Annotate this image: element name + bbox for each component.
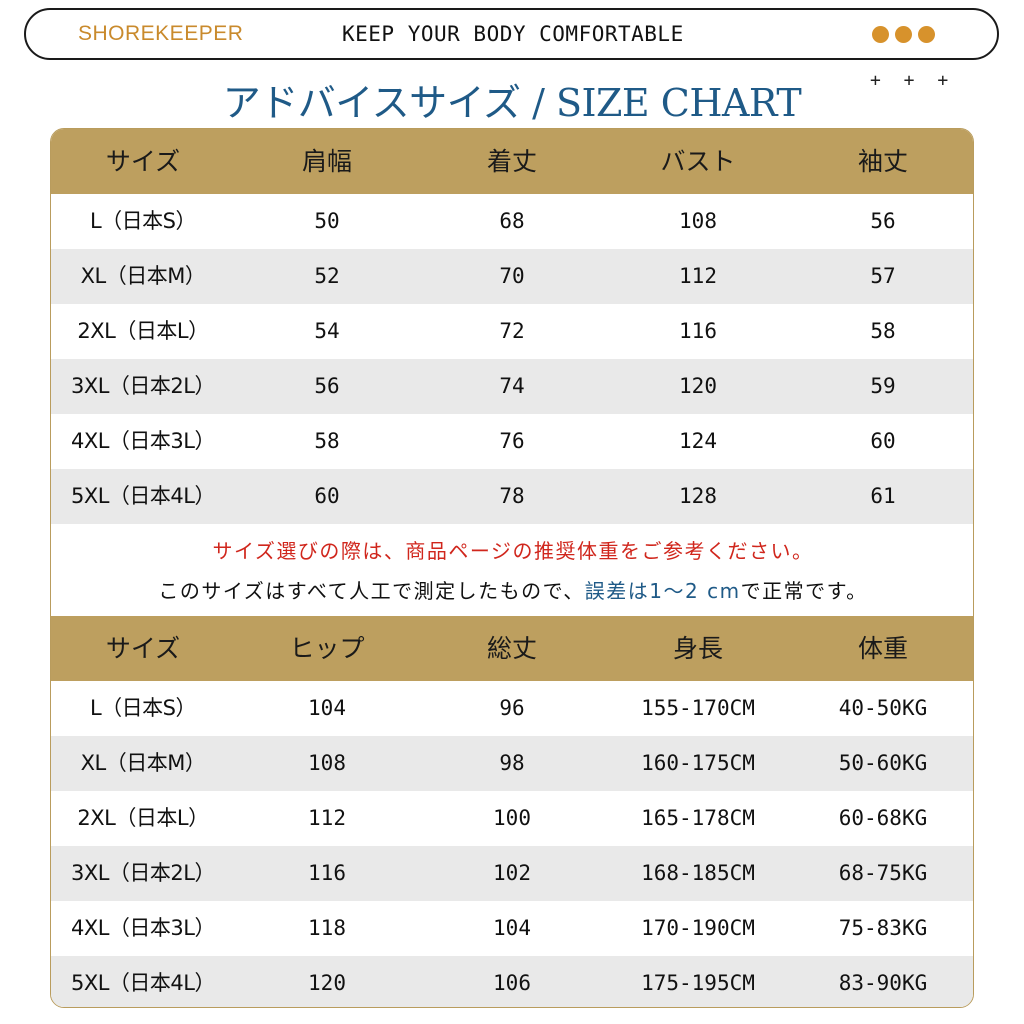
- value-cell: 76: [499, 429, 525, 453]
- column-header: 総丈: [486, 634, 537, 663]
- value-cell: 56: [314, 374, 340, 398]
- table-row: 4XL（日本3L） 118 104 170-190CM 75-83KG: [51, 901, 973, 956]
- column-header: サイズ: [105, 147, 181, 176]
- size-cell: 2XL（日本L）: [77, 806, 209, 830]
- value-cell: 106: [493, 971, 531, 995]
- size-cell: 3XL（日本2L）: [70, 374, 216, 398]
- value-cell: 102: [493, 861, 531, 885]
- note-text: で正常です。: [740, 579, 868, 603]
- value-cell: 120: [679, 374, 717, 398]
- value-cell: 175-195CM: [641, 971, 755, 995]
- value-cell: 170-190CM: [641, 916, 755, 940]
- value-cell: 116: [308, 861, 346, 885]
- plus-decoration: + + +: [870, 70, 955, 91]
- table-row: 3XL（日本2L） 116 102 168-185CM 68-75KG: [51, 846, 973, 901]
- table1-header: サイズ 肩幅 着丈 バスト 袖丈: [51, 129, 973, 194]
- column-header: 体重: [857, 634, 908, 663]
- value-cell: 104: [493, 916, 531, 940]
- value-cell: 108: [679, 209, 717, 233]
- note-text: このサイズはすべて人工で測定したもので、: [158, 579, 585, 603]
- measurement-note: このサイズはすべて人工で測定したもので、誤差は1〜2 cmで正常です。: [51, 575, 973, 604]
- page-title: アドバイスサイズ / SIZE CHART: [222, 81, 802, 125]
- table-row: L（日本S） 50 68 108 56: [51, 194, 973, 249]
- value-cell: 56: [870, 209, 896, 233]
- size-cell: 5XL（日本4L）: [70, 484, 216, 508]
- value-cell: 68: [499, 209, 525, 233]
- size-cell: 4XL（日本3L）: [70, 429, 216, 453]
- size-cell: 3XL（日本2L）: [70, 861, 216, 885]
- value-cell: 116: [679, 319, 717, 343]
- value-cell: 40-50KG: [838, 696, 928, 720]
- value-cell: 165-178CM: [641, 806, 755, 830]
- value-cell: 58: [314, 429, 340, 453]
- table2-header: サイズ ヒップ 総丈 身長 体重: [51, 616, 973, 681]
- column-header: バスト: [660, 147, 736, 176]
- value-cell: 118: [308, 916, 346, 940]
- column-header: ヒップ: [289, 634, 365, 663]
- value-cell: 72: [499, 319, 525, 343]
- column-header: サイズ: [105, 634, 181, 663]
- dot-icon: [872, 26, 889, 43]
- value-cell: 54: [314, 319, 340, 343]
- table-row: XL（日本M） 108 98 160-175CM 50-60KG: [51, 736, 973, 791]
- value-cell: 52: [314, 264, 340, 288]
- value-cell: 120: [308, 971, 346, 995]
- value-cell: 57: [870, 264, 896, 288]
- value-cell: 78: [499, 484, 525, 508]
- size-cell: XL（日本M）: [80, 751, 206, 775]
- size-cell: 4XL（日本3L）: [70, 916, 216, 940]
- value-cell: 75-83KG: [838, 916, 928, 940]
- table-row: 2XL（日本L） 112 100 165-178CM 60-68KG: [51, 791, 973, 846]
- column-header: 着丈: [486, 147, 537, 176]
- size-advice-note: サイズ選びの際は、商品ページの推奨体重をご参考ください。: [212, 539, 814, 563]
- value-cell: 100: [493, 806, 531, 830]
- value-cell: 60: [314, 484, 340, 508]
- size-cell: 5XL（日本4L）: [70, 971, 216, 995]
- value-cell: 112: [308, 806, 346, 830]
- value-cell: 108: [308, 751, 346, 775]
- brand-name: SHOREKEEPER: [78, 22, 244, 45]
- value-cell: 60-68KG: [838, 806, 928, 830]
- value-cell: 160-175CM: [641, 751, 755, 775]
- table-row: 4XL（日本3L） 58 76 124 60: [51, 414, 973, 469]
- column-header: 袖丈: [857, 147, 908, 176]
- table-row: 3XL（日本2L） 56 74 120 59: [51, 359, 973, 414]
- value-cell: 60: [870, 429, 896, 453]
- size-cell: XL（日本M）: [80, 264, 206, 288]
- value-cell: 112: [679, 264, 717, 288]
- value-cell: 104: [308, 696, 346, 720]
- value-cell: 98: [499, 751, 525, 775]
- tolerance-text: 誤差は1〜2 cm: [584, 579, 741, 603]
- size-cell: 2XL（日本L）: [77, 319, 209, 343]
- table-row: 5XL（日本4L） 60 78 128 61: [51, 469, 973, 524]
- size-chart-card: サイズ 肩幅 着丈 バスト 袖丈 L（日本S） 50 68 108 56 XL（…: [50, 128, 974, 1008]
- table-row: 5XL（日本4L） 120 106 175-195CM 83-90KG: [51, 956, 973, 1007]
- value-cell: 59: [870, 374, 896, 398]
- top-banner: SHOREKEEPER KEEP YOUR BODY COMFORTABLE: [24, 8, 999, 60]
- value-cell: 70: [499, 264, 525, 288]
- value-cell: 61: [870, 484, 896, 508]
- dot-icon: [895, 26, 912, 43]
- dot-icon: [918, 26, 935, 43]
- value-cell: 168-185CM: [641, 861, 755, 885]
- size-cell: L（日本S）: [89, 209, 197, 233]
- value-cell: 50-60KG: [838, 751, 928, 775]
- column-header: 身長: [672, 634, 723, 663]
- table-row: XL（日本M） 52 70 112 57: [51, 249, 973, 304]
- size-cell: L（日本S）: [89, 696, 197, 720]
- value-cell: 155-170CM: [641, 696, 755, 720]
- value-cell: 124: [679, 429, 717, 453]
- column-header: 肩幅: [301, 147, 352, 176]
- value-cell: 50: [314, 209, 340, 233]
- value-cell: 96: [499, 696, 525, 720]
- value-cell: 58: [870, 319, 896, 343]
- table-row: L（日本S） 104 96 155-170CM 40-50KG: [51, 681, 973, 736]
- value-cell: 74: [499, 374, 525, 398]
- table-row: 2XL（日本L） 54 72 116 58: [51, 304, 973, 359]
- value-cell: 83-90KG: [838, 971, 928, 995]
- tagline: KEEP YOUR BODY COMFORTABLE: [342, 22, 684, 46]
- value-cell: 128: [679, 484, 717, 508]
- decorative-dots: [872, 26, 935, 43]
- value-cell: 68-75KG: [838, 861, 928, 885]
